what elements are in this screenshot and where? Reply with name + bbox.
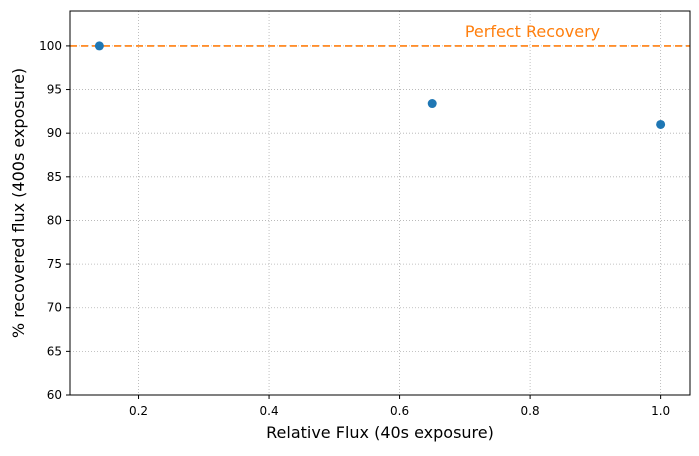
- y-tick-label: 85: [47, 170, 62, 184]
- x-axis-label: Relative Flux (40s exposure): [266, 423, 494, 442]
- ticks-layer: 0.2 0.4 0.6 0.8 1.0 60 65 70 75 80 85 90 95 100: [39, 39, 670, 418]
- y-tick-label: 95: [47, 83, 62, 97]
- x-tick-label: 0.2: [129, 404, 148, 418]
- x-tick-label: 0.8: [521, 404, 540, 418]
- y-axis-label: % recovered flux (400s exposure): [9, 68, 28, 338]
- y-tick-label: 100: [39, 39, 62, 53]
- reference-line-label: Perfect Recovery: [465, 22, 600, 41]
- y-tick-label: 90: [47, 126, 62, 140]
- x-tick-label: 0.4: [260, 404, 279, 418]
- y-tick-label: 80: [47, 213, 62, 227]
- x-tick-label: 0.6: [390, 404, 409, 418]
- y-tick-label: 60: [47, 388, 62, 402]
- points-layer: [94, 41, 666, 129]
- y-tick-label: 75: [47, 257, 62, 271]
- y-tick-label: 65: [47, 344, 62, 358]
- x-tick-label: 1.0: [651, 404, 670, 418]
- data-point: [94, 41, 104, 51]
- plot-frame: [69, 10, 691, 396]
- data-point: [656, 119, 666, 129]
- data-point: [427, 99, 437, 109]
- y-tick-label: 70: [47, 301, 62, 315]
